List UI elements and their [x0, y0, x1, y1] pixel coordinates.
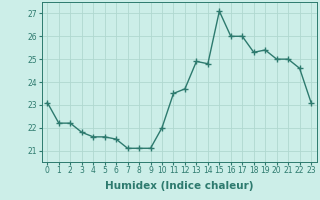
X-axis label: Humidex (Indice chaleur): Humidex (Indice chaleur) [105, 181, 253, 191]
